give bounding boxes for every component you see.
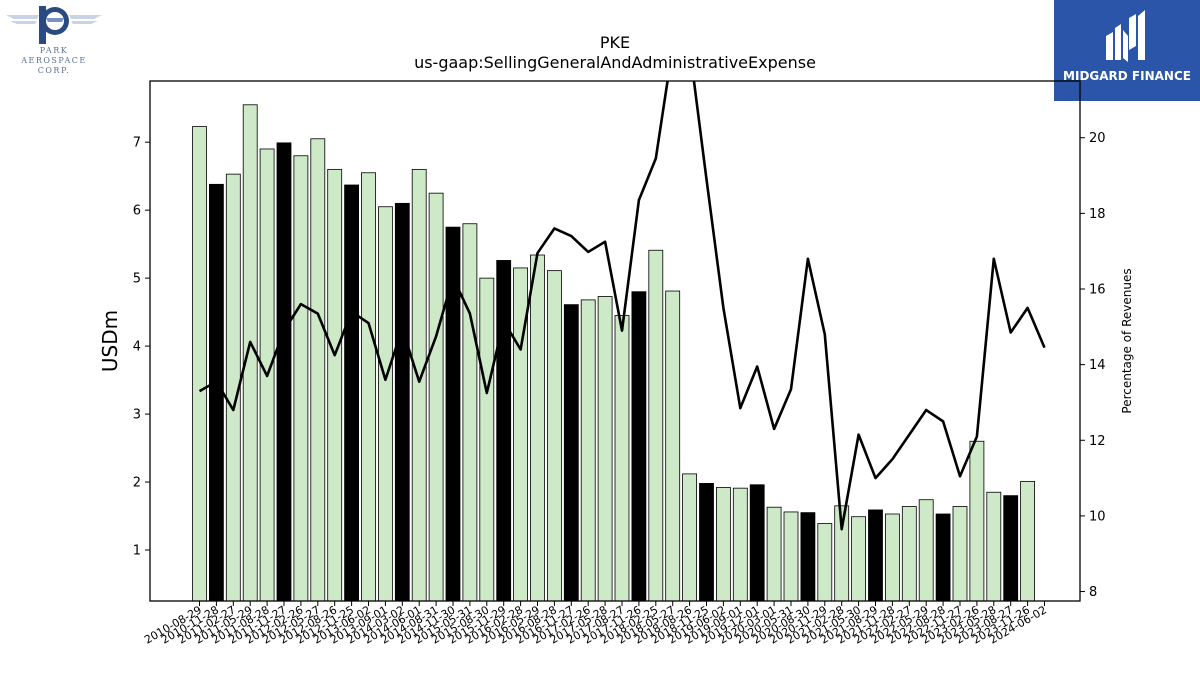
revenue-percentage-line (198, 81, 1046, 531)
bar-2022-11-27 (1020, 480, 1035, 602)
y2-tick-label: 12 (1089, 434, 1106, 449)
bar-2015-11-29 (547, 270, 562, 602)
midgard-finance-logo: MIDGARD FINANCE (1054, 0, 1200, 101)
bar-2020-08-30 (868, 509, 883, 602)
bar-2019-09-01 (800, 512, 816, 602)
bar-2016-11-27 (614, 315, 630, 602)
y-tick-label: 6 (133, 204, 141, 219)
y-tick-label: 2 (133, 476, 141, 491)
bar-2016-05-29 (580, 299, 596, 602)
y2-tick-label: 8 (1089, 585, 1097, 600)
logo-line-corp: CORP. (37, 66, 71, 75)
bar-2018-02-25 (699, 483, 714, 602)
bar-2020-11-29 (885, 513, 900, 602)
y-tick-label: 4 (133, 340, 141, 355)
bar-2021-11-28 (952, 506, 968, 602)
bar-2014-03-02 (428, 192, 444, 602)
chart-title: PKE (600, 33, 630, 52)
y2-tick-label: 14 (1089, 358, 1106, 373)
bar-2016-02-28 (563, 304, 579, 602)
bar-series (192, 104, 1035, 602)
bar-2012-05-27 (310, 138, 326, 602)
logo-line-aerospace: AEROSPACE (21, 56, 87, 65)
bar-2016-08-28 (597, 296, 613, 602)
bar-2017-11-26 (682, 473, 697, 602)
bar-2018-11-25 (749, 484, 765, 602)
y2-tick-label: 10 (1089, 509, 1106, 524)
logo-line-park: PARK (39, 46, 69, 55)
bar-2019-12-01 (817, 523, 833, 602)
line-series (198, 81, 1046, 531)
bar-2013-06-02 (377, 206, 393, 602)
plot-frame (149, 80, 1081, 602)
y-tick-label: 5 (133, 272, 141, 287)
y2-axis-label: Percentage of Revenues (1120, 268, 1134, 413)
bar-2013-09-01 (394, 202, 410, 602)
chart-subtitle: us-gaap:SellingGeneralAndAdministrativeE… (414, 53, 816, 72)
bar-2018-08-26 (732, 487, 748, 602)
axes: 123456781012141618202010-08-292010-11-28… (133, 80, 1106, 647)
bar-2020-05-31 (851, 516, 866, 602)
bar-2015-03-01 (496, 260, 512, 602)
bar-2019-03-03 (766, 506, 782, 602)
park-aerospace-logo: PARK AEROSPACE CORP. (4, 4, 104, 76)
y-tick-label: 7 (133, 136, 141, 151)
bar-2017-02-26 (631, 291, 647, 602)
midgard-finance-label: MIDGARD FINANCE (1063, 69, 1191, 83)
bar-2022-05-29 (986, 491, 1002, 602)
midgard-m-emblem-icon (1106, 10, 1145, 62)
bar-2022-02-27 (969, 440, 985, 602)
bar-2010-11-28 (208, 183, 224, 602)
bar-2014-08-31 (462, 223, 478, 602)
bar-2010-08-29 (192, 126, 207, 602)
bar-2012-02-26 (293, 155, 309, 602)
y-tick-label: 3 (133, 408, 141, 423)
bar-2019-06-02 (783, 511, 799, 602)
bar-2014-11-30 (479, 277, 495, 602)
bar-2012-08-26 (327, 168, 343, 602)
y2-tick-label: 20 (1089, 131, 1106, 146)
bar-2017-05-28 (648, 249, 664, 602)
y-axis-label: USDm (98, 310, 122, 372)
bar-2015-08-30 (530, 254, 545, 602)
bar-2013-03-03 (361, 172, 376, 602)
y2-tick-label: 16 (1089, 283, 1106, 298)
bar-2017-08-27 (665, 290, 681, 602)
bar-2022-08-28 (1003, 495, 1019, 602)
bar-2014-06-01 (445, 226, 461, 602)
bar-2012-11-25 (344, 184, 360, 602)
bar-2021-02-28 (901, 506, 917, 602)
y2-tick-label: 18 (1089, 207, 1106, 222)
bar-2021-05-30 (918, 499, 934, 602)
bar-2018-05-27 (716, 487, 731, 602)
y-tick-label: 1 (133, 544, 141, 559)
bar-2021-08-29 (935, 513, 951, 602)
bar-2011-11-27 (276, 142, 292, 602)
bar-2013-12-01 (411, 168, 427, 602)
park-aerospace-emblem-icon (6, 6, 102, 44)
